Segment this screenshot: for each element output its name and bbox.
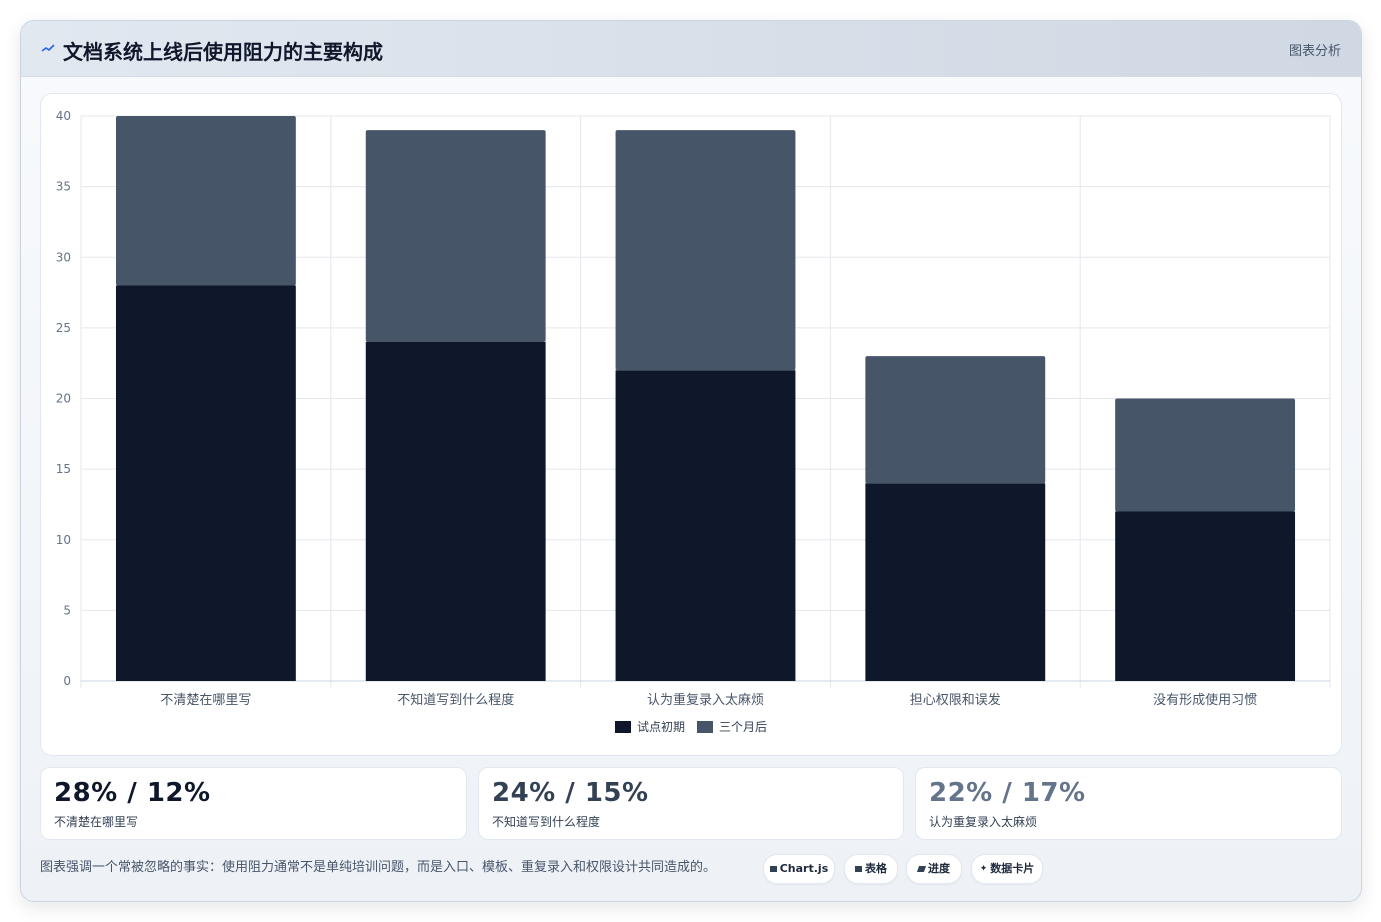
y-tick-label: 30 (56, 250, 71, 264)
stat-value: 24% / 15% (492, 778, 649, 808)
bar-pilot (365, 342, 546, 681)
bar-pilot (1115, 511, 1296, 681)
chip-progress[interactable]: 进度 (906, 854, 962, 884)
legend-label: 试点初期 (637, 719, 685, 734)
y-tick-label: 25 (56, 321, 71, 335)
y-tick-label: 20 (56, 392, 71, 406)
sparkle-icon: ✦ (979, 864, 988, 874)
stacked-bar-chart: 0 5 10 15 20 25 30 35 40 不清楚在哪里写 不知道写到什么程度 认为重复录入太麻… (56, 109, 1331, 734)
bar-three-months (615, 130, 796, 371)
table-icon (855, 866, 862, 872)
stat-card-3: 22% / 17% 认为重复录入太麻烦 (915, 767, 1342, 840)
stat-card-2: 24% / 15% 不知道写到什么程度 (478, 767, 904, 840)
chart-analysis-tag: 图表分析 (1288, 44, 1341, 59)
bar-pilot (615, 370, 796, 681)
stat-card-1: 28% / 12% 不清楚在哪里写 (40, 767, 467, 840)
chart-panel: 0 5 10 15 20 25 30 35 40 不清楚在哪里写 不知道写到什么程度 认为重复录入太麻… (40, 93, 1342, 756)
page-title: 文档系统上线后使用阻力的主要构成 (63, 40, 383, 64)
y-tick-label: 15 (56, 462, 71, 476)
bar-pilot (115, 285, 296, 681)
x-tick-label: 担心权限和误发 (910, 692, 1001, 708)
y-tick-label: 5 (63, 603, 71, 617)
chip-data-card[interactable]: ✦ 数据卡片 (971, 854, 1043, 884)
stat-label: 认为重复录入太麻烦 (929, 815, 1038, 829)
y-tick-label: 10 (56, 533, 71, 547)
stat-label: 不知道写到什么程度 (492, 815, 601, 829)
chart-footnote: 图表强调一个常被忽略的事实：使用阻力通常不是单纯培训问题，而是入口、模板、重复录… (40, 860, 717, 875)
x-tick-label: 不清楚在哪里写 (160, 693, 251, 708)
bar-pilot (865, 483, 1046, 681)
bar-three-months (115, 116, 296, 286)
chip-chartjs[interactable]: Chart.js (763, 854, 835, 884)
bar-three-months (865, 356, 1046, 484)
card-header: 文档系统上线后使用阻力的主要构成 图表分析 (21, 21, 1361, 77)
chip-table[interactable]: 表格 (844, 854, 898, 884)
y-tick-label: 0 (63, 674, 71, 688)
x-tick-label: 不知道写到什么程度 (397, 692, 514, 708)
chart-icon (769, 866, 777, 872)
trend-line-icon (41, 44, 55, 52)
bar-three-months (1115, 398, 1296, 512)
legend-label: 三个月后 (719, 720, 767, 734)
bar-three-months (365, 130, 546, 342)
stat-label: 不清楚在哪里写 (54, 815, 139, 829)
stat-value: 22% / 17% (929, 778, 1086, 808)
x-tick-label: 没有形成使用习惯 (1153, 692, 1257, 708)
stat-value: 28% / 12% (54, 778, 211, 808)
legend-swatch (615, 721, 631, 733)
x-tick-label: 认为重复录入太麻烦 (647, 692, 764, 708)
progress-icon (916, 866, 927, 872)
y-tick-label: 35 (56, 180, 71, 194)
chart-card: 文档系统上线后使用阻力的主要构成 图表分析 0 5 10 15 20 25 30 35 40 不清… (20, 20, 1362, 902)
y-tick-label: 40 (56, 109, 71, 123)
legend-swatch (697, 721, 713, 733)
